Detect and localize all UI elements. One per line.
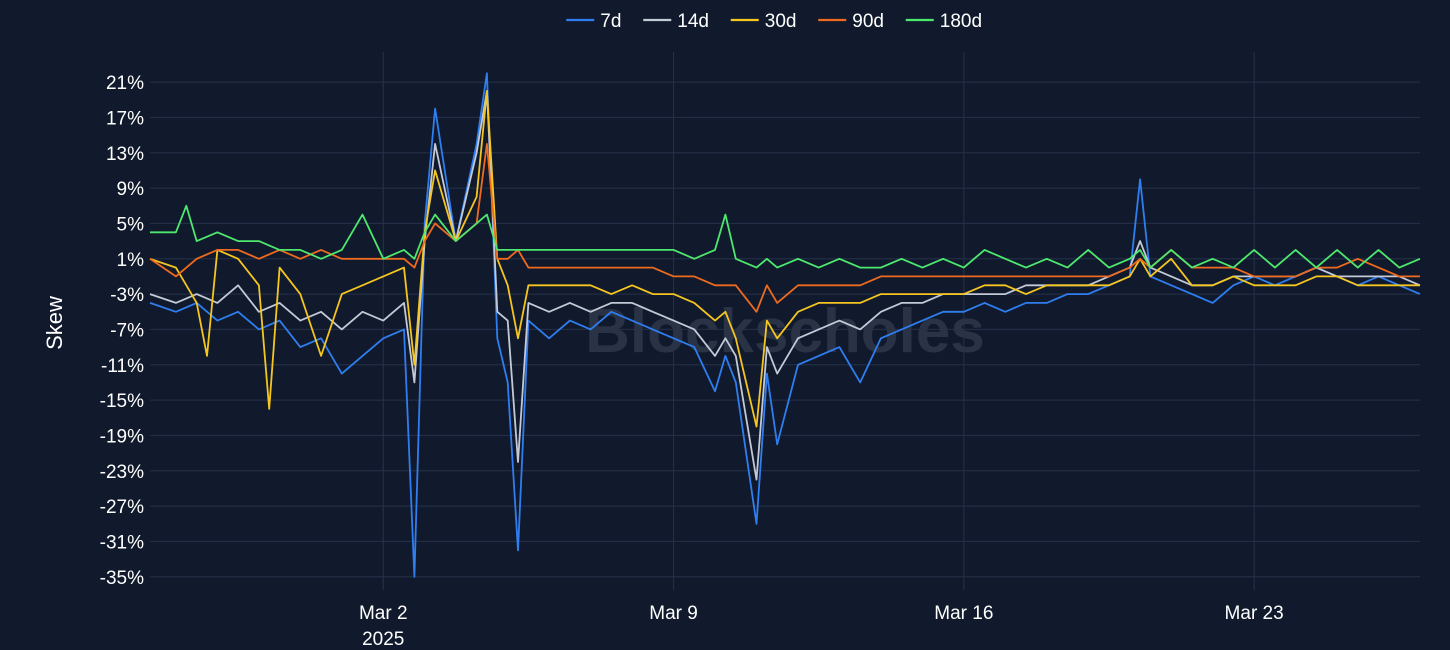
- y-tick-label: -35%: [100, 568, 144, 589]
- y-tick-label: -3%: [110, 285, 144, 306]
- legend-item-7d[interactable]: 7d: [566, 11, 621, 32]
- legend-label: 180d: [940, 11, 982, 32]
- y-tick-label: -31%: [100, 532, 144, 553]
- y-tick-label: 5%: [117, 214, 145, 235]
- x-tick-label: Mar 23: [1225, 603, 1284, 624]
- y-tick-label: 17%: [106, 108, 144, 129]
- y-tick-label: 13%: [106, 144, 144, 165]
- y-tick-label: -7%: [110, 320, 144, 341]
- legend: 7d 14d 30d 90d 180d: [566, 11, 982, 32]
- legend-item-90d[interactable]: 90d: [818, 11, 884, 32]
- legend-label: 14d: [677, 11, 709, 32]
- legend-label: 90d: [852, 11, 884, 32]
- y-tick-label: -27%: [100, 497, 144, 518]
- y-axis-label: Skew: [42, 296, 67, 350]
- y-tick-label: -23%: [100, 462, 144, 483]
- legend-label: 30d: [765, 11, 797, 32]
- series-line-14d: [149, 90, 1421, 481]
- legend-label: 7d: [600, 11, 621, 32]
- y-tick-label: -11%: [101, 356, 144, 377]
- y-tick-label: 9%: [117, 179, 145, 200]
- x-tick-label: Mar 9: [649, 603, 698, 624]
- y-tick-label: -15%: [100, 391, 144, 412]
- series-line-30d: [149, 90, 1420, 428]
- legend-item-180d[interactable]: 180d: [905, 11, 982, 32]
- series-line-7d: [149, 72, 1421, 578]
- y-axis-ticks: 21% 17% 13% 9% 5% 1% -3% -7% -11% -15% -19% -23% -27…: [100, 73, 144, 589]
- y-tick-label: 1%: [117, 250, 145, 271]
- watermark: Blockscholes: [585, 297, 985, 366]
- grid-lines: [150, 52, 1420, 590]
- series-lines: [149, 72, 1421, 578]
- y-tick-label: -19%: [100, 426, 144, 447]
- series-line-180d: [150, 204, 1421, 269]
- legend-item-14d[interactable]: 14d: [643, 11, 709, 32]
- x-tick-year-label: 2025: [362, 629, 404, 650]
- legend-item-30d[interactable]: 30d: [730, 11, 797, 32]
- x-tick-label: Mar 16: [934, 603, 993, 624]
- x-axis-ticks: Mar 2 2025 Mar 9 Mar 16 Mar 23: [359, 603, 1284, 650]
- y-tick-label: 21%: [106, 73, 144, 94]
- x-tick-label: Mar 2: [359, 603, 408, 624]
